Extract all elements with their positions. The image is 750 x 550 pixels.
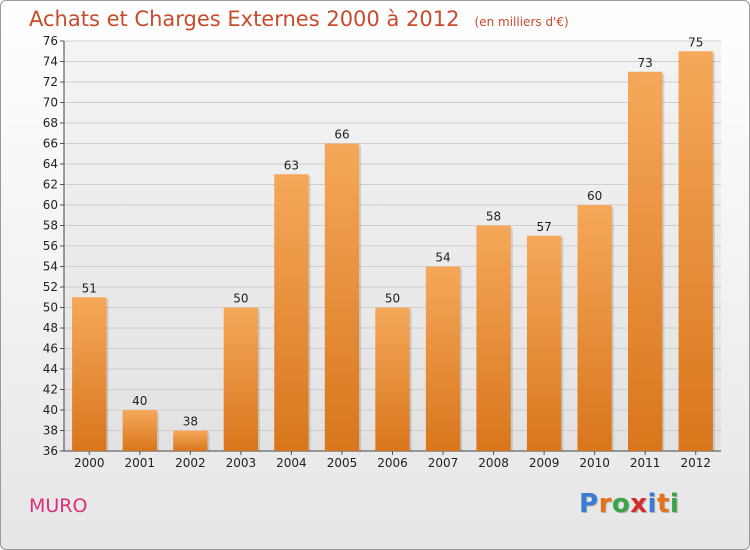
proxiti-logo[interactable]: Proxiti <box>579 489 679 519</box>
bar-value-label: 40 <box>132 394 147 408</box>
bar[interactable] <box>628 71 663 451</box>
bar[interactable] <box>476 225 511 452</box>
bar-value-label: 57 <box>536 220 551 234</box>
bar[interactable] <box>324 143 360 452</box>
y-tick-label: 46 <box>43 342 58 356</box>
y-tick-label: 36 <box>43 444 58 458</box>
x-tick-label: 2001 <box>125 456 156 470</box>
logo-letter: i <box>647 489 657 519</box>
logo-letter: o <box>611 489 631 519</box>
bar-value-label: 54 <box>435 251 450 265</box>
bar[interactable] <box>425 266 461 452</box>
x-tick-label: 2006 <box>377 456 408 470</box>
bar-value-label: 58 <box>486 210 501 224</box>
x-tick-label: 2005 <box>327 456 358 470</box>
y-tick-label: 60 <box>43 198 58 212</box>
bar[interactable] <box>223 307 259 452</box>
title-line: Achats et Charges Externes 2000 à 2012 (… <box>29 7 569 31</box>
y-tick-label: 42 <box>43 383 58 397</box>
y-tick-label: 74 <box>43 55 58 69</box>
bar[interactable] <box>678 51 713 451</box>
y-tick-label: 76 <box>43 34 58 48</box>
bar[interactable] <box>122 410 157 451</box>
x-tick-label: 2010 <box>579 456 610 470</box>
x-tick-label: 2008 <box>478 456 509 470</box>
bar-value-label: 38 <box>183 415 198 429</box>
y-tick-label: 68 <box>43 116 58 130</box>
bar-value-label: 50 <box>385 292 400 306</box>
bar-value-label: 60 <box>587 189 602 203</box>
y-tick-label: 40 <box>43 403 58 417</box>
bar-value-label: 50 <box>233 292 248 306</box>
bar[interactable] <box>173 430 208 452</box>
logo-letter: x <box>630 489 648 519</box>
y-tick-label: 52 <box>43 280 58 294</box>
logo-letter: P <box>579 489 599 519</box>
commune-name: MURO <box>29 495 88 517</box>
y-tick-label: 54 <box>43 260 58 274</box>
x-tick-label: 2012 <box>680 456 711 470</box>
bar-value-label: 51 <box>82 281 97 295</box>
y-tick-label: 72 <box>43 75 58 89</box>
x-tick-label: 2011 <box>630 456 661 470</box>
y-tick-label: 44 <box>43 362 58 376</box>
bar-value-label: 75 <box>688 35 703 49</box>
y-tick-label: 58 <box>43 219 58 233</box>
logo-letter: i <box>669 489 680 519</box>
y-tick-label: 38 <box>43 424 58 438</box>
x-tick-label: 2002 <box>175 456 206 470</box>
logo-letter: r <box>598 489 612 519</box>
bar[interactable] <box>375 307 410 452</box>
y-tick-label: 62 <box>43 178 58 192</box>
y-tick-label: 48 <box>43 321 58 335</box>
y-tick-label: 66 <box>43 137 58 151</box>
y-tick-label: 50 <box>43 301 58 315</box>
x-tick-label: 2003 <box>226 456 257 470</box>
bar[interactable] <box>274 174 309 451</box>
bar-value-label: 66 <box>334 128 349 142</box>
x-tick-label: 2000 <box>74 456 105 470</box>
y-tick-label: 70 <box>43 96 58 110</box>
y-tick-label: 64 <box>43 157 58 171</box>
bar-value-label: 73 <box>638 56 653 70</box>
bar[interactable] <box>72 297 107 451</box>
x-tick-label: 2007 <box>428 456 459 470</box>
x-tick-label: 2009 <box>529 456 560 470</box>
y-tick-label: 56 <box>43 239 58 253</box>
bar[interactable] <box>526 235 562 451</box>
bar[interactable] <box>577 205 612 451</box>
x-tick-label: 2004 <box>276 456 307 470</box>
bar-value-label: 63 <box>284 158 299 172</box>
plot-area: 36 38 40 42 44 46 48 50 52 54 56 58 60 62 64 66 68 70 72 74… <box>43 34 721 470</box>
chart-title: Achats et Charges Externes 2000 à 2012 <box>29 7 460 31</box>
logo-letter: t <box>656 489 670 519</box>
chart-subtitle: (en milliers d'€) <box>474 15 569 29</box>
